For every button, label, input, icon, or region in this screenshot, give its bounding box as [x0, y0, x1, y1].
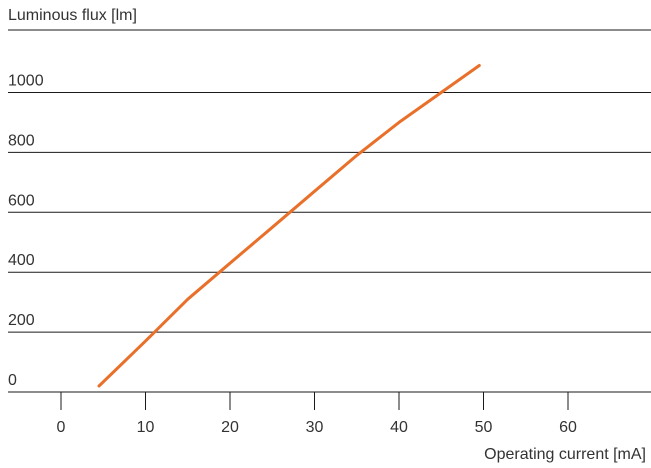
x-tick-label: 30 [306, 419, 324, 436]
y-tick-label: 400 [8, 252, 35, 269]
x-tick-label: 20 [221, 419, 239, 436]
series-layer [97, 64, 481, 388]
y-axis-title: Luminous flux [lm] [8, 7, 137, 24]
x-tick-label: 40 [390, 419, 408, 436]
x-axis: 0 10 20 30 40 50 60 [57, 392, 577, 436]
x-tick-label: 0 [57, 419, 66, 436]
x-axis-title: Operating current [mA] [484, 446, 646, 463]
series-line [97, 64, 481, 388]
y-tick-label: 600 [8, 192, 35, 209]
y-gridlines: 0 200 400 600 800 1000 [8, 73, 651, 393]
y-tick-label: 800 [8, 132, 35, 149]
y-tick-label: 0 [8, 372, 17, 389]
x-tick-label: 50 [475, 419, 493, 436]
y-tick-label: 200 [8, 312, 35, 329]
x-tick-label: 10 [137, 419, 155, 436]
y-tick-label: 1000 [8, 73, 44, 90]
x-tick-label: 60 [559, 419, 577, 436]
